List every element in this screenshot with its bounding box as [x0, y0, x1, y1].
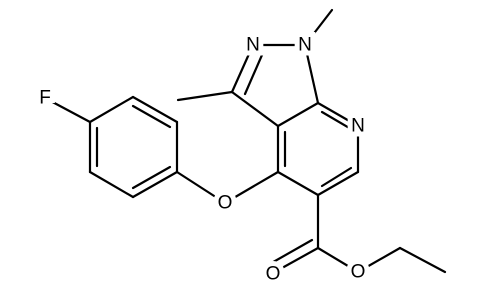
bond	[320, 110, 353, 131]
bond	[271, 246, 320, 275]
bond	[276, 170, 320, 197]
bond	[131, 95, 179, 124]
atom-label: N	[351, 116, 365, 137]
bond	[131, 104, 172, 129]
atom-labels: N N N F O O O	[34, 30, 370, 290]
bond	[88, 95, 135, 124]
atom-label: O	[218, 193, 233, 214]
bond	[175, 170, 227, 205]
atom-label: F	[39, 88, 51, 109]
bond	[88, 170, 135, 199]
atom-label: N	[298, 35, 312, 56]
bond	[223, 170, 280, 205]
bond	[398, 246, 447, 274]
bond	[303, 43, 320, 105]
atom-label: N	[246, 35, 260, 56]
bond	[266, 238, 314, 267]
bond	[316, 246, 360, 274]
bond	[43, 96, 92, 124]
bond	[316, 101, 360, 128]
bond	[320, 166, 353, 188]
bond	[230, 43, 255, 94]
bond	[316, 170, 360, 197]
bond	[131, 165, 172, 190]
bond	[230, 90, 280, 128]
bond	[176, 90, 234, 102]
atom-label: O	[351, 262, 366, 283]
bonds	[43, 8, 447, 275]
bond	[131, 170, 179, 199]
bond	[356, 246, 402, 274]
atom-label: O	[266, 264, 281, 285]
bond	[243, 53, 264, 96]
bond	[276, 101, 320, 128]
bond	[303, 8, 334, 47]
